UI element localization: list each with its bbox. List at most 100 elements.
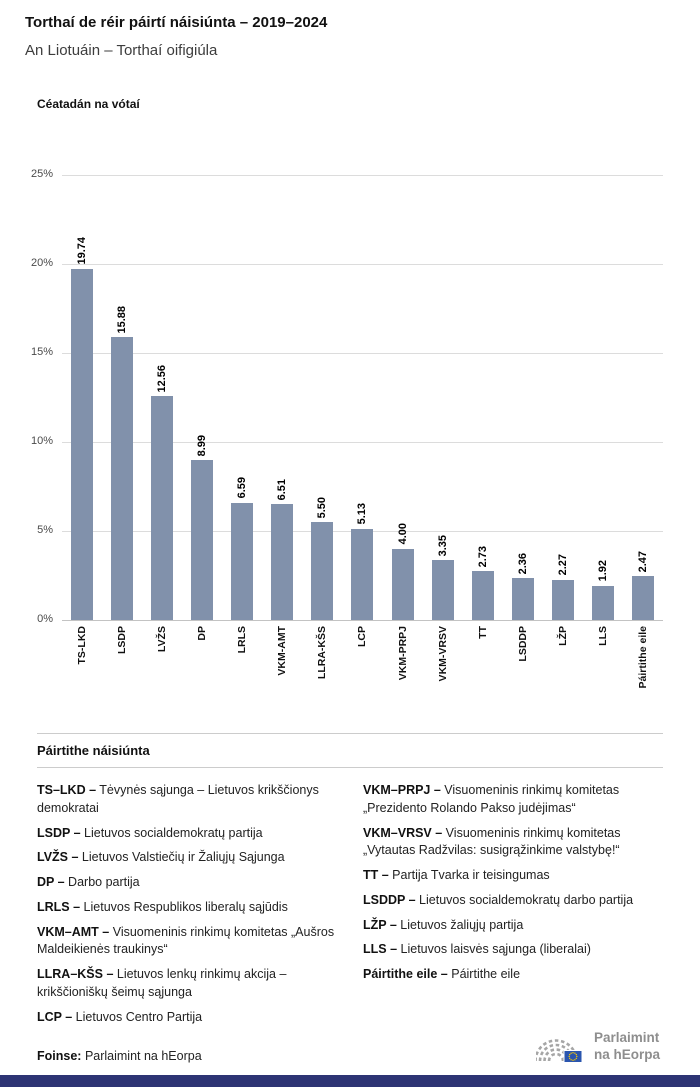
legend-item-abbr: LRLS –: [37, 899, 81, 914]
ep-logo-text: Parlaimint na hEorpa: [594, 1030, 660, 1063]
bar: [151, 396, 174, 620]
bar-value-label: 2.36: [516, 552, 529, 574]
bar-slot: 12.56: [142, 175, 182, 620]
x-axis-label-cell: VKM-AMT: [262, 626, 302, 676]
chart-axis-title: Céatadán na vótaí: [37, 97, 140, 111]
bar: [311, 522, 334, 620]
source-label: Foinse:: [37, 1049, 82, 1063]
legend-item-abbr: LCP –: [37, 1009, 73, 1024]
x-axis-label: Páirtithe eile: [636, 626, 649, 689]
x-axis-label-cell: Páirtithe eile: [623, 626, 663, 688]
legend-item-abbr: VKM–AMT –: [37, 924, 110, 939]
legend-item-abbr: LVŽS –: [37, 850, 79, 865]
x-axis-label: TS-LKD: [76, 626, 89, 665]
bar-slot: 4.00: [383, 175, 423, 620]
legend-item-abbr: TS–LKD –: [37, 783, 97, 797]
ep-logo-line1: Parlaimint: [594, 1030, 660, 1046]
x-axis-label-cell: LLRA-KŠS: [302, 626, 342, 679]
bar-value-label: 3.35: [436, 534, 449, 557]
x-axis-label-cell: LVŽS: [142, 626, 182, 652]
bar: [431, 560, 454, 620]
bar-slot: 2.73: [463, 175, 503, 620]
ep-logo: Parlaimint na hEorpa: [536, 1028, 660, 1065]
x-axis-label: LŽP: [556, 626, 569, 646]
ep-hemicycle-icon: [536, 1039, 583, 1063]
legend-item: VKM–PRPJ – Visuomeninis rinkimų komiteta…: [363, 783, 620, 815]
y-axis-tick-label: 20%: [30, 257, 53, 269]
x-axis-label-cell: VKM-VRSV: [423, 626, 463, 681]
bar: [471, 571, 494, 620]
x-axis-label: DP: [196, 626, 209, 641]
legend-item-abbr: DP –: [37, 875, 65, 889]
legend-item: LLS – Lietuvos laisvės sąjunga (liberala…: [363, 942, 591, 957]
bar-slot: 8.99: [182, 175, 222, 620]
bar: [191, 459, 214, 620]
x-axis-label-cell: LŽP: [543, 626, 583, 646]
chart-bars: 19.74 15.88 12.56 8.99 6.59 6.51 5.50 5.13 4.00 3…: [62, 175, 663, 620]
x-axis-label: LCP: [356, 626, 369, 647]
x-axis-label-cell: LSDDP: [503, 626, 543, 662]
legend-item: TS–LKD – Tėvynės sąjunga – Lietuvos krik…: [37, 783, 319, 815]
source-text: Foinse: Parlaimint na hEorpa: [37, 1049, 202, 1063]
bar-slot: 1.92: [583, 175, 623, 620]
eu-flag-icon: [563, 1050, 583, 1063]
legend-item-abbr: LLRA–KŠS –: [37, 967, 114, 981]
y-axis-tick-label: 5%: [37, 524, 53, 536]
x-axis-label: LVŽS: [156, 626, 169, 653]
legend-item: LSDDP – Lietuvos socialdemokratų darbo p…: [363, 892, 634, 907]
chart-plot-area: 0% 5% 10% 15% 20% 25% 19.74 15.88 12.56 8.99 6.59…: [31, 168, 663, 625]
legend-item: TT – Partija Tvarka ir teisingumas: [363, 868, 550, 882]
bar-value-label: 6.51: [276, 478, 289, 501]
legend-item-abbr: TT –: [363, 868, 389, 882]
legend-item-abbr: LŽP –: [363, 917, 397, 932]
x-axis-label: LLS: [596, 626, 609, 646]
x-axis-label: LSDP: [116, 626, 129, 655]
x-axis-label: VKM-PRPJ: [396, 626, 409, 681]
legend-heading: Páirtithe náisiúnta: [37, 734, 663, 768]
legend-item: Páirtithe eile – Páirtithe eile: [363, 967, 521, 981]
legend-item: LŽP – Lietuvos žaliųjų partija: [363, 917, 524, 932]
bar-slot: 3.35: [423, 175, 463, 620]
bar: [351, 528, 374, 620]
bar: [511, 578, 534, 620]
legend-item: VKM–AMT – Visuomeninis rinkimų komitetas…: [37, 924, 335, 957]
ep-logo-line2: na hEorpa: [594, 1046, 661, 1062]
bar-slot: 2.27: [543, 175, 583, 620]
x-axis-label: LSDDP: [516, 626, 529, 662]
x-axis-labels: TS-LKD LSDP LVŽS DP LRLS VKM-AMT LLRA-KŠS LCP VK…: [62, 626, 663, 688]
legend-item-abbr: VKM–VRSV –: [363, 825, 443, 840]
gridline: 10%: [31, 435, 663, 447]
page-title: Torthaí de réir páirtí náisiúnta – 2019–…: [25, 14, 328, 31]
legend-item: DP – Darbo partija: [37, 875, 140, 889]
bar: [271, 504, 294, 620]
bar-value-label: 12.56: [156, 364, 169, 393]
bar: [231, 502, 254, 620]
x-axis-label-cell: LCP: [342, 626, 382, 647]
bar: [551, 579, 574, 620]
x-axis-label-cell: VKM-PRPJ: [383, 626, 423, 680]
bar-value-label: 5.13: [356, 503, 369, 525]
legend-item-abbr: Páirtithe eile –: [363, 967, 448, 981]
legend-item: VKM–VRSV – Visuomeninis rinkimų komiteta…: [363, 825, 621, 858]
bar-slot: 2.47: [623, 175, 663, 620]
source-value: Parlaimint na hEorpa: [84, 1049, 202, 1063]
x-axis-label-cell: TT: [463, 626, 503, 639]
legend-item: LLRA–KŠS – Lietuvos lenkų rinkimų akcija…: [37, 967, 287, 999]
x-axis-label-cell: LLS: [583, 626, 623, 646]
y-axis-tick-label: 25%: [30, 168, 53, 180]
gridline: 20%: [31, 257, 663, 269]
bar-slot: 5.13: [342, 175, 382, 620]
bar-slot: 2.36: [503, 175, 543, 620]
x-axis-label: VKM-VRSV: [436, 626, 449, 682]
page-subtitle: An Liotuáin – Torthaí oifigiúla: [25, 42, 218, 59]
x-axis-label-cell: LRLS: [222, 626, 262, 653]
bar-value-label: 2.73: [476, 545, 489, 568]
x-axis-label: VKM-AMT: [276, 626, 289, 676]
gridline: 25%: [31, 168, 663, 180]
bar-value-label: 8.99: [196, 434, 209, 456]
legend-item: LRLS – Lietuvos Respublikos liberalų sąj…: [37, 899, 288, 914]
legend-columns: TS–LKD – Tėvynės sąjunga – Lietuvos krik…: [37, 768, 663, 1033]
gridline: 15%: [31, 346, 663, 358]
legend-item-abbr: LLS –: [363, 942, 398, 957]
x-axis-label: TT: [476, 626, 489, 639]
